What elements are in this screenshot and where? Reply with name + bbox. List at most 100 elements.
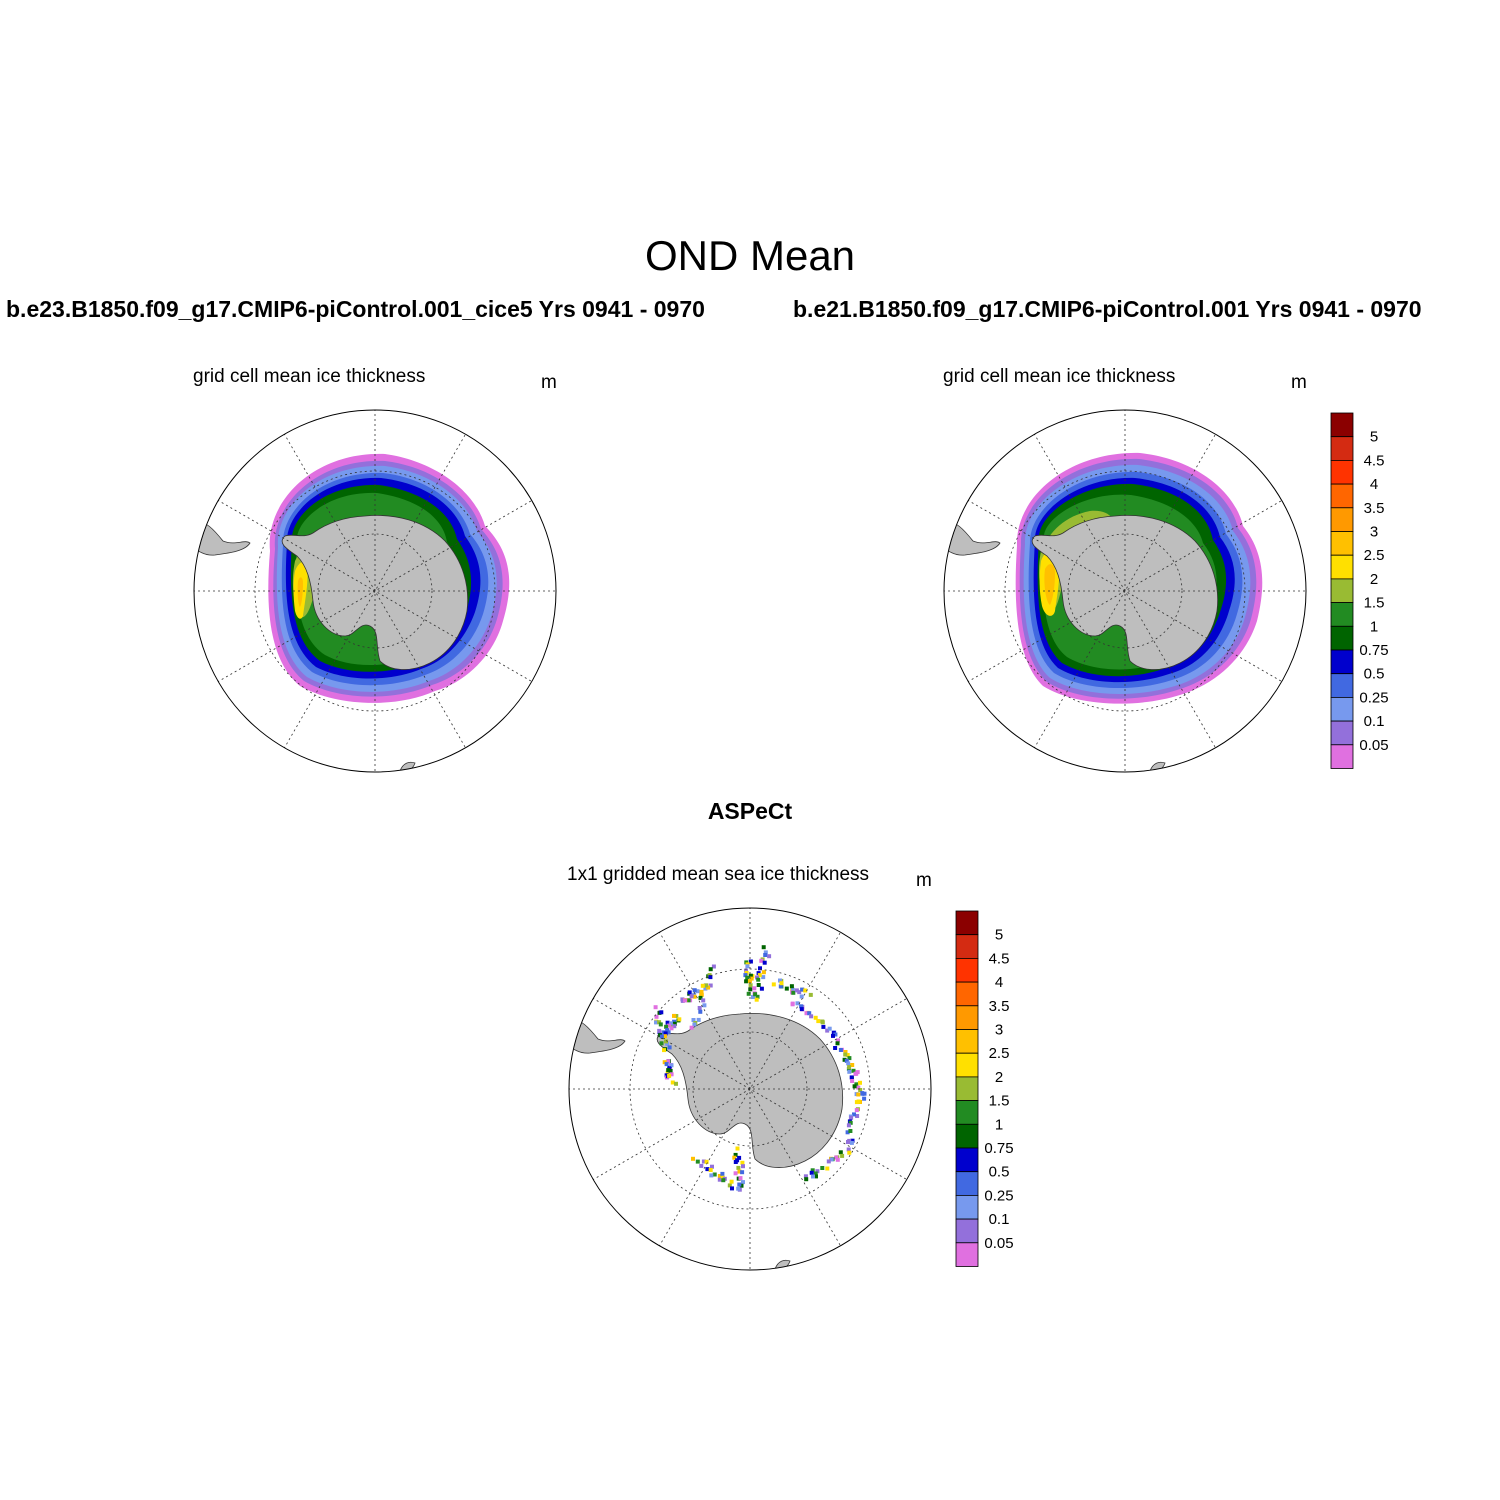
obs-cell (672, 1021, 677, 1026)
obs-cell (844, 1058, 849, 1063)
colorbar-swatch (1330, 673, 1354, 698)
obs-cell (852, 1112, 856, 1117)
obs-cell (808, 992, 813, 997)
obs-cell (737, 1182, 742, 1187)
obs-cell (744, 968, 748, 973)
figure-title: OND Mean (644, 232, 856, 279)
obs-cell (748, 973, 753, 978)
colorbar-label: 0.5 (1364, 666, 1385, 683)
obs-cell (826, 1159, 831, 1164)
obs-cell (653, 1005, 658, 1010)
colorbar-label: 5 (995, 927, 1003, 944)
obs-cell (699, 989, 704, 994)
obs-cell (849, 1115, 854, 1120)
colorbar-label: 1.5 (1364, 595, 1385, 612)
obs-cell (662, 1048, 666, 1053)
obs-cell (814, 1174, 818, 1179)
obs-cell (703, 986, 708, 991)
obs-cell (701, 1159, 706, 1164)
map-graticule (569, 908, 931, 1270)
obs-cell (717, 1174, 722, 1178)
obs-cell (809, 1014, 814, 1019)
colorbar-swatch (955, 1005, 979, 1030)
obs-cell (662, 1034, 667, 1039)
obs-cell (820, 1166, 825, 1170)
obs-cell (659, 1034, 664, 1039)
obs-cell (657, 1028, 662, 1033)
obs-cell (740, 1160, 745, 1165)
obs-cell (825, 1028, 830, 1033)
obs-cell (807, 1011, 812, 1016)
obs-cell (683, 998, 687, 1003)
obs-cell (840, 1153, 845, 1158)
colorbar-label: 4 (995, 974, 1003, 991)
obs-cell (752, 986, 757, 991)
obs-cell (659, 1041, 664, 1046)
obs-cell (746, 991, 751, 996)
obs-cell (745, 975, 750, 980)
colorbar-swatch (1330, 625, 1354, 651)
obs-cell (672, 1024, 677, 1029)
obs-cell (761, 970, 766, 975)
obs-cell (803, 988, 808, 993)
obs-cell (669, 1063, 674, 1068)
colorbar-swatch (955, 1194, 979, 1220)
obs-cell (659, 1010, 664, 1015)
obs-cell (654, 1014, 659, 1019)
colorbar-label: 3 (1370, 524, 1378, 541)
colorbar-swatch (955, 1218, 979, 1244)
obs-cell (756, 983, 761, 987)
obs-cell (753, 992, 758, 997)
colorbar-label: 3.5 (1364, 500, 1385, 517)
left-unit: m (541, 372, 557, 393)
obs-cell (737, 1155, 742, 1160)
colorbar-swatch (955, 910, 979, 936)
obs-cell (737, 1169, 742, 1174)
obs-cell (827, 1026, 832, 1031)
obs-cell (835, 1041, 840, 1046)
obs-cell (850, 1079, 855, 1083)
obs-cell (667, 1045, 672, 1050)
ice-band-3 (1044, 564, 1055, 605)
obs-cell (727, 1183, 732, 1188)
colorbar-label: 0.05 (984, 1235, 1013, 1252)
obs-cell (842, 1057, 847, 1062)
colorbar-label: 5 (1370, 429, 1378, 446)
colorbar-swatch (955, 1076, 979, 1101)
obs-cell (789, 984, 794, 989)
obs-cell (674, 1081, 678, 1086)
obs-cell (665, 1041, 670, 1046)
colorbar-label: 4.5 (989, 950, 1010, 967)
obs-cell (696, 1017, 701, 1022)
obs-cell (707, 973, 712, 978)
colorbar-swatch (955, 1147, 979, 1173)
obs-cell (706, 985, 711, 990)
obs-cell (838, 1150, 843, 1155)
obs-unit: m (916, 870, 932, 891)
right-subtitle: grid cell mean ice thickness (943, 366, 1176, 387)
obs-cell (797, 990, 802, 995)
obs-cell (816, 1019, 821, 1024)
left-subtitle: grid cell mean ice thickness (193, 366, 426, 387)
obs-cell (847, 1069, 852, 1074)
obs-cell (691, 1156, 695, 1161)
obs-cell (739, 1183, 744, 1188)
colorbar-label: 0.05 (1359, 737, 1388, 754)
obs-cell (858, 1080, 862, 1085)
obs-title: ASPeCt (707, 798, 793, 824)
obs-cell (755, 994, 760, 999)
obs-cell (810, 1168, 815, 1173)
obs-cell (741, 1180, 745, 1185)
south-america-tip (944, 520, 1001, 556)
obs-cell (862, 1096, 867, 1101)
obs-cell (717, 1177, 722, 1182)
obs-cell (779, 981, 784, 986)
obs-cell (756, 977, 761, 982)
obs-cell (843, 1052, 848, 1057)
obs-cell (851, 1068, 856, 1073)
obs-cell (674, 1014, 679, 1018)
colorbar-swatch (1330, 720, 1354, 746)
obs-cell (665, 1028, 670, 1033)
obs-cell (695, 989, 700, 994)
obs-cell (833, 1046, 838, 1050)
